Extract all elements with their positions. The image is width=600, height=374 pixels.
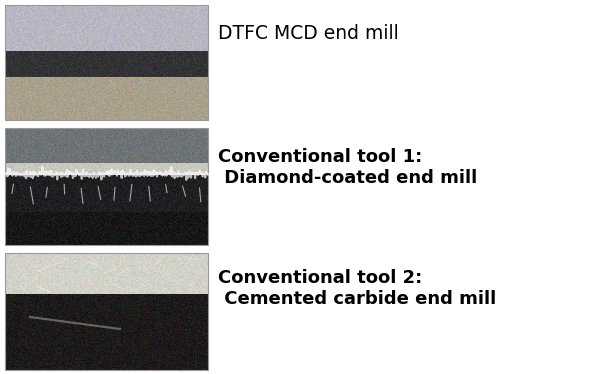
Text: Conventional tool 1:: Conventional tool 1:: [218, 148, 422, 166]
Text: Conventional tool 2:: Conventional tool 2:: [218, 269, 422, 287]
Text: DTFC MCD end mill: DTFC MCD end mill: [218, 24, 399, 43]
Text: Diamond-coated end mill: Diamond-coated end mill: [218, 169, 477, 187]
Bar: [5, 128, 208, 245]
Text: Cemented carbide end mill: Cemented carbide end mill: [218, 290, 496, 308]
Bar: [5, 5, 208, 120]
Bar: [5, 253, 208, 370]
